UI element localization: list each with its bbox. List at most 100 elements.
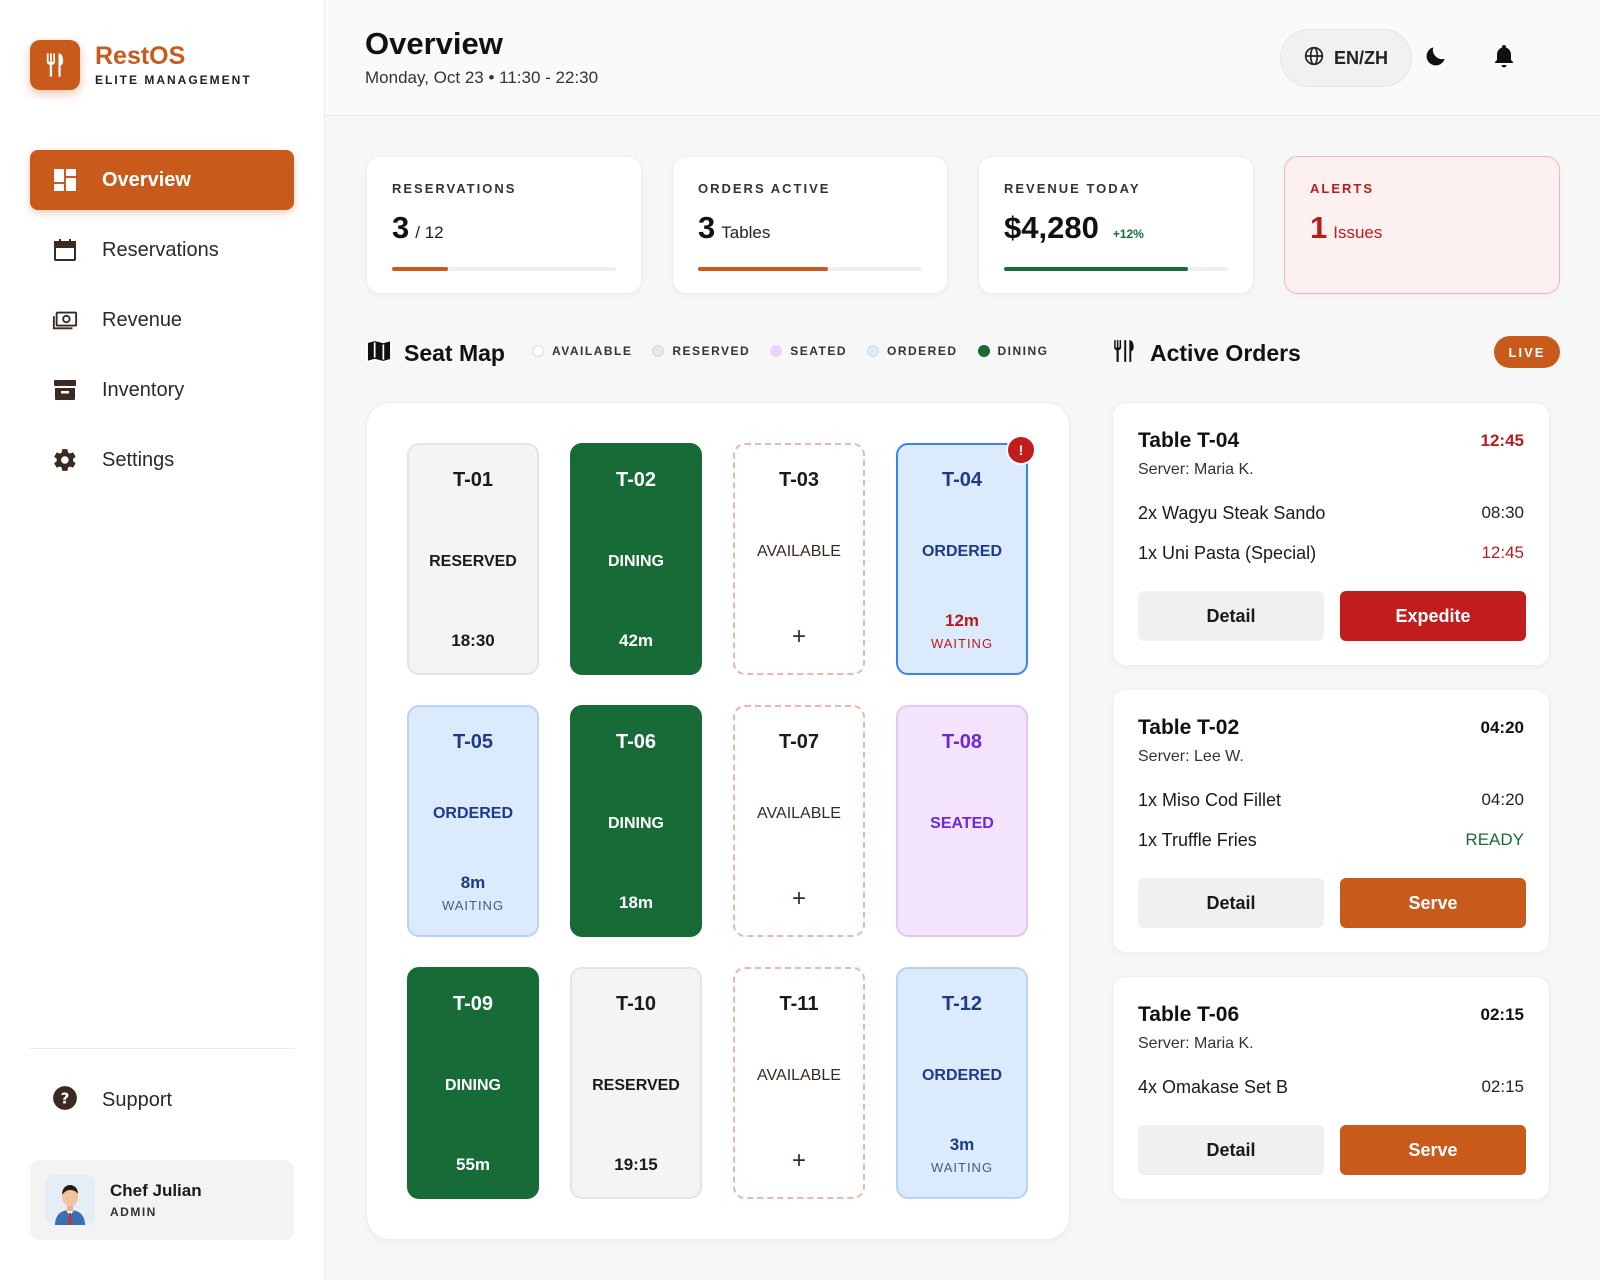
stat-value: 3	[392, 210, 410, 245]
order-item: 1x Truffle Fries READY	[1138, 830, 1524, 851]
table-status: DINING	[608, 815, 664, 832]
order-item: 1x Miso Cod Fillet 04:20	[1138, 790, 1524, 811]
table-status: DINING	[445, 1077, 501, 1094]
detail-button[interactable]: Detail	[1138, 591, 1324, 641]
dashboard-icon	[52, 167, 78, 193]
utensils-icon	[1112, 338, 1138, 369]
serve-button[interactable]: Serve	[1340, 878, 1526, 928]
order-table: Table T-02	[1138, 716, 1240, 739]
sidebar-item-label: Reservations	[102, 238, 219, 261]
brand[interactable]: RestOS ELITE MANAGEMENT	[30, 40, 252, 90]
order-server: Server: Maria K.	[1138, 1035, 1254, 1052]
add-icon[interactable]: +	[791, 885, 806, 912]
table-t-03[interactable]: T-03 AVAILABLE +	[733, 443, 865, 675]
table-t-06[interactable]: T-06 DINING 18m	[570, 705, 702, 937]
active-orders-title: Active Orders	[1150, 340, 1301, 366]
sidebar: RestOS ELITE MANAGEMENT Overview Reserva…	[0, 0, 325, 1280]
table-status: DINING	[608, 553, 664, 570]
stat-card-reservations[interactable]: RESERVATIONS 3 / 12	[366, 156, 642, 294]
order-item-name: 1x Truffle Fries	[1138, 830, 1257, 850]
expedite-button[interactable]: Expedite	[1340, 591, 1526, 641]
table-t-11[interactable]: T-11 AVAILABLE +	[733, 967, 865, 1199]
sidebar-item-reservations[interactable]: Reservations	[30, 220, 294, 280]
legend-dot	[977, 345, 990, 357]
detail-button[interactable]: Detail	[1138, 878, 1324, 928]
sidebar-item-label: Settings	[102, 448, 175, 471]
table-t-04[interactable]: T-04 ORDERED 12m WAITING !	[896, 435, 1036, 675]
table-t-02[interactable]: T-02 DINING 42m	[570, 443, 702, 675]
help-icon: ?	[52, 1085, 78, 1116]
table-time: 18:30	[451, 631, 495, 650]
divider	[30, 1048, 294, 1049]
order-server: Server: Maria K.	[1138, 461, 1254, 478]
table-time: 18m	[618, 893, 654, 912]
stat-suffix: Tables	[721, 223, 771, 242]
user-profile[interactable]: Chef Julian ADMIN	[30, 1160, 294, 1240]
sidebar-nav: Overview Reservations Revenue	[30, 150, 294, 500]
progress-track	[392, 267, 616, 271]
table-time: 19:15	[614, 1155, 658, 1174]
serve-button[interactable]: Serve	[1340, 1125, 1526, 1175]
stat-suffix: Issues	[1333, 223, 1383, 242]
wait-label: WAITING	[930, 1160, 994, 1175]
stat-card-orders[interactable]: ORDERS ACTIVE 3 Tables	[672, 156, 948, 294]
table-t-09[interactable]: T-09 DINING 55m	[407, 967, 539, 1199]
order-item: 1x Uni Pasta (Special) 12:45	[1138, 543, 1524, 564]
alert-icon: !	[1006, 435, 1036, 465]
sidebar-item-label: Revenue	[102, 308, 183, 331]
order-item-value: 02:15	[1481, 1077, 1524, 1096]
order-item-value: READY	[1465, 830, 1524, 849]
seat-map-header: Seat Map	[366, 338, 505, 369]
page-subtitle: Monday, Oct 23 • 11:30 - 22:30	[365, 68, 599, 87]
table-id: T-01	[452, 469, 494, 491]
legend-label: RESERVED	[672, 344, 751, 358]
brand-name: RestOS	[95, 42, 186, 70]
table-t-10[interactable]: T-10 RESERVED 19:15	[570, 967, 702, 1199]
stat-suffix: / 12	[415, 223, 444, 242]
stat-delta: +12%	[1112, 227, 1144, 241]
table-status: AVAILABLE	[757, 543, 841, 560]
top-header: Overview Monday, Oct 23 • 11:30 - 22:30 …	[325, 0, 1600, 116]
stat-card-revenue[interactable]: REVENUE TODAY $4,280 +12%	[978, 156, 1254, 294]
globe-icon	[1304, 46, 1324, 71]
wait-time: 3m	[949, 1135, 975, 1154]
live-badge: LIVE	[1494, 336, 1560, 368]
table-id: T-10	[615, 993, 657, 1015]
sidebar-item-support[interactable]: ? Support	[30, 1070, 294, 1130]
seat-map-panel: T-01 RESERVED 18:30 T-02 DINING 42m T-03…	[366, 402, 1070, 1240]
table-t-12[interactable]: T-12 ORDERED 3m WAITING	[896, 967, 1028, 1199]
order-card-t-02: Table T-02 Server: Lee W. 04:20 1x Miso …	[1112, 689, 1550, 953]
add-icon[interactable]: +	[791, 1147, 806, 1174]
table-t-08[interactable]: T-08 SEATED	[896, 705, 1028, 937]
table-status: ORDERED	[921, 1067, 1002, 1084]
table-status: RESERVED	[429, 553, 517, 570]
table-t-05[interactable]: T-05 ORDERED 8m WAITING	[407, 705, 539, 937]
legend-item: RESERVED	[652, 344, 750, 358]
utensils-logo-icon	[30, 40, 80, 90]
language-toggle-button[interactable]: EN/ZH	[1280, 29, 1412, 87]
order-item-name: 1x Miso Cod Fillet	[1138, 790, 1282, 810]
order-item: 2x Wagyu Steak Sando 08:30	[1138, 503, 1524, 524]
sidebar-item-settings[interactable]: Settings	[30, 430, 294, 490]
progress-fill	[392, 267, 448, 271]
table-id: T-02	[615, 469, 657, 491]
table-t-01[interactable]: T-01 RESERVED 18:30	[407, 443, 539, 675]
detail-button[interactable]: Detail	[1138, 1125, 1324, 1175]
avatar	[45, 1175, 95, 1225]
sidebar-item-overview[interactable]: Overview	[30, 150, 294, 210]
table-t-07[interactable]: T-07 AVAILABLE +	[733, 705, 865, 937]
sidebar-item-revenue[interactable]: Revenue	[30, 290, 294, 350]
legend-dot	[770, 345, 783, 357]
stat-card-alerts[interactable]: ALERTS 1 Issues	[1284, 156, 1560, 294]
notifications-button[interactable]	[1483, 37, 1525, 79]
gear-icon	[52, 447, 78, 473]
moon-icon	[1423, 43, 1449, 74]
sidebar-item-label: Inventory	[102, 378, 185, 401]
progress-track	[698, 267, 922, 271]
dark-mode-toggle[interactable]	[1415, 37, 1457, 79]
language-label: EN/ZH	[1334, 47, 1388, 68]
legend-dot	[652, 345, 665, 357]
table-id: T-08	[941, 731, 983, 753]
sidebar-item-inventory[interactable]: Inventory	[30, 360, 294, 420]
add-icon[interactable]: +	[791, 623, 806, 650]
